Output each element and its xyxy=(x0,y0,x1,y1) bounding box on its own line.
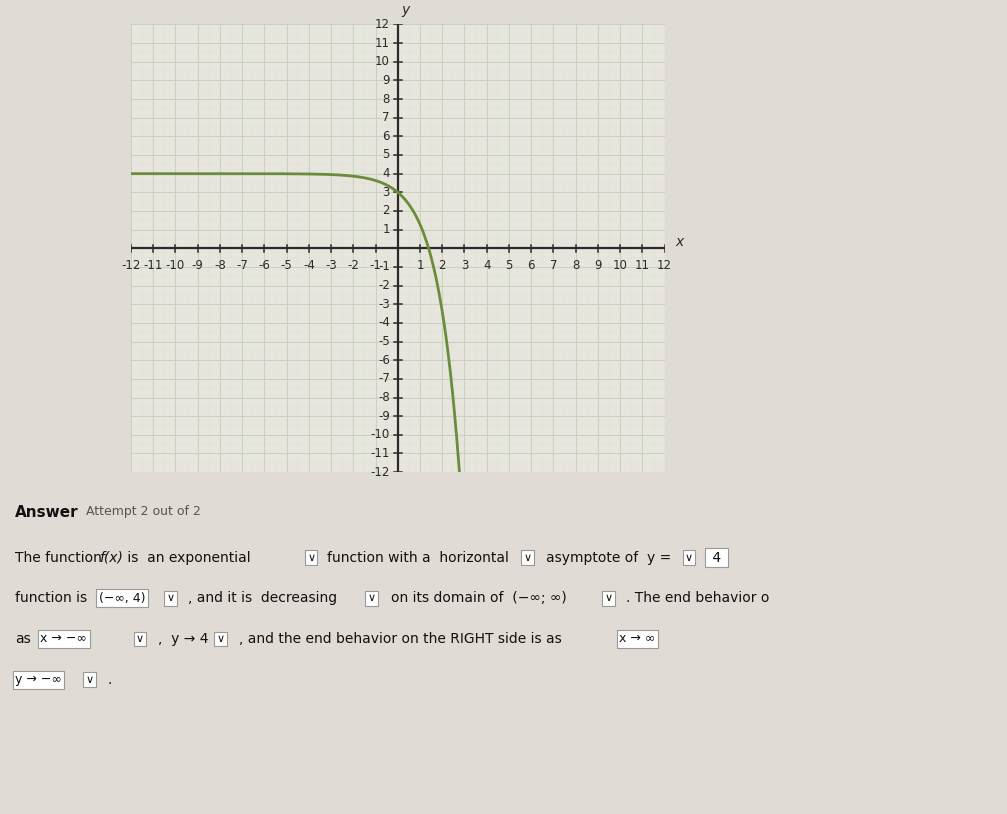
Text: -12: -12 xyxy=(121,259,141,272)
Text: Answer: Answer xyxy=(15,505,79,519)
Text: ∨: ∨ xyxy=(524,553,532,562)
Text: ∨: ∨ xyxy=(307,553,315,562)
Text: y → −∞: y → −∞ xyxy=(15,673,61,686)
Text: -7: -7 xyxy=(378,372,390,385)
Text: ∨: ∨ xyxy=(166,593,174,603)
Text: 6: 6 xyxy=(528,259,535,272)
Text: -2: -2 xyxy=(347,259,359,272)
Text: 12: 12 xyxy=(375,18,390,31)
Text: function is: function is xyxy=(15,591,88,606)
Text: -2: -2 xyxy=(378,279,390,292)
Text: 10: 10 xyxy=(375,55,390,68)
Text: 4: 4 xyxy=(708,550,725,565)
Text: -11: -11 xyxy=(143,259,163,272)
Text: ∨: ∨ xyxy=(86,675,94,685)
Text: x → −∞: x → −∞ xyxy=(40,632,87,646)
Text: -6: -6 xyxy=(378,354,390,366)
Text: 5: 5 xyxy=(506,259,513,272)
Text: as: as xyxy=(15,632,31,646)
Text: 7: 7 xyxy=(550,259,557,272)
Text: 9: 9 xyxy=(594,259,601,272)
Text: is  an exponential: is an exponential xyxy=(123,550,251,565)
Text: . The end behavior o: . The end behavior o xyxy=(626,591,769,606)
Text: ∨: ∨ xyxy=(685,553,693,562)
Text: ∨: ∨ xyxy=(368,593,376,603)
Text: 11: 11 xyxy=(375,37,390,50)
Text: -3: -3 xyxy=(325,259,337,272)
Text: 2: 2 xyxy=(438,259,446,272)
Text: Attempt 2 out of 2: Attempt 2 out of 2 xyxy=(86,505,200,518)
Text: 11: 11 xyxy=(634,259,650,272)
Text: -1: -1 xyxy=(370,259,382,272)
Text: .: . xyxy=(108,672,112,687)
Text: x: x xyxy=(676,234,684,249)
Text: x → ∞: x → ∞ xyxy=(619,632,656,646)
Text: 10: 10 xyxy=(612,259,627,272)
Text: 9: 9 xyxy=(383,74,390,87)
Text: -11: -11 xyxy=(371,447,390,460)
Text: -5: -5 xyxy=(281,259,292,272)
Text: -6: -6 xyxy=(259,259,270,272)
Text: 2: 2 xyxy=(383,204,390,217)
Text: -9: -9 xyxy=(378,409,390,422)
Text: y: y xyxy=(402,3,410,17)
Text: -1: -1 xyxy=(378,260,390,274)
Text: -12: -12 xyxy=(371,466,390,479)
Text: -4: -4 xyxy=(303,259,315,272)
Text: f(x): f(x) xyxy=(99,550,123,565)
Text: The function: The function xyxy=(15,550,107,565)
Text: on its domain of  (−∞; ∞): on its domain of (−∞; ∞) xyxy=(391,591,567,606)
Text: -5: -5 xyxy=(379,335,390,348)
Text: 3: 3 xyxy=(383,186,390,199)
Text: 5: 5 xyxy=(383,148,390,161)
Text: 1: 1 xyxy=(383,223,390,236)
Text: ∨: ∨ xyxy=(217,634,225,644)
Text: function with a  horizontal: function with a horizontal xyxy=(327,550,510,565)
Text: 1: 1 xyxy=(416,259,424,272)
Text: , and the end behavior on the RIGHT side is as: , and the end behavior on the RIGHT side… xyxy=(239,632,562,646)
Text: 8: 8 xyxy=(572,259,579,272)
Text: -8: -8 xyxy=(213,259,226,272)
Text: 3: 3 xyxy=(461,259,468,272)
Text: 8: 8 xyxy=(383,93,390,106)
Text: ∨: ∨ xyxy=(136,634,144,644)
Text: ,  y → 4: , y → 4 xyxy=(158,632,208,646)
Text: 7: 7 xyxy=(383,112,390,125)
Text: -4: -4 xyxy=(378,317,390,330)
Text: 4: 4 xyxy=(483,259,490,272)
Text: -10: -10 xyxy=(371,428,390,441)
Text: 6: 6 xyxy=(383,130,390,142)
Text: -9: -9 xyxy=(191,259,203,272)
Text: asymptote of  y =: asymptote of y = xyxy=(546,550,671,565)
Text: -8: -8 xyxy=(379,391,390,404)
Text: , and it is  decreasing: , and it is decreasing xyxy=(188,591,337,606)
Text: 12: 12 xyxy=(658,259,672,272)
Text: -7: -7 xyxy=(237,259,248,272)
Text: 4: 4 xyxy=(383,167,390,180)
Text: ∨: ∨ xyxy=(604,593,612,603)
Text: -10: -10 xyxy=(166,259,185,272)
Text: -3: -3 xyxy=(379,298,390,311)
Text: (−∞, 4): (−∞, 4) xyxy=(99,592,145,605)
